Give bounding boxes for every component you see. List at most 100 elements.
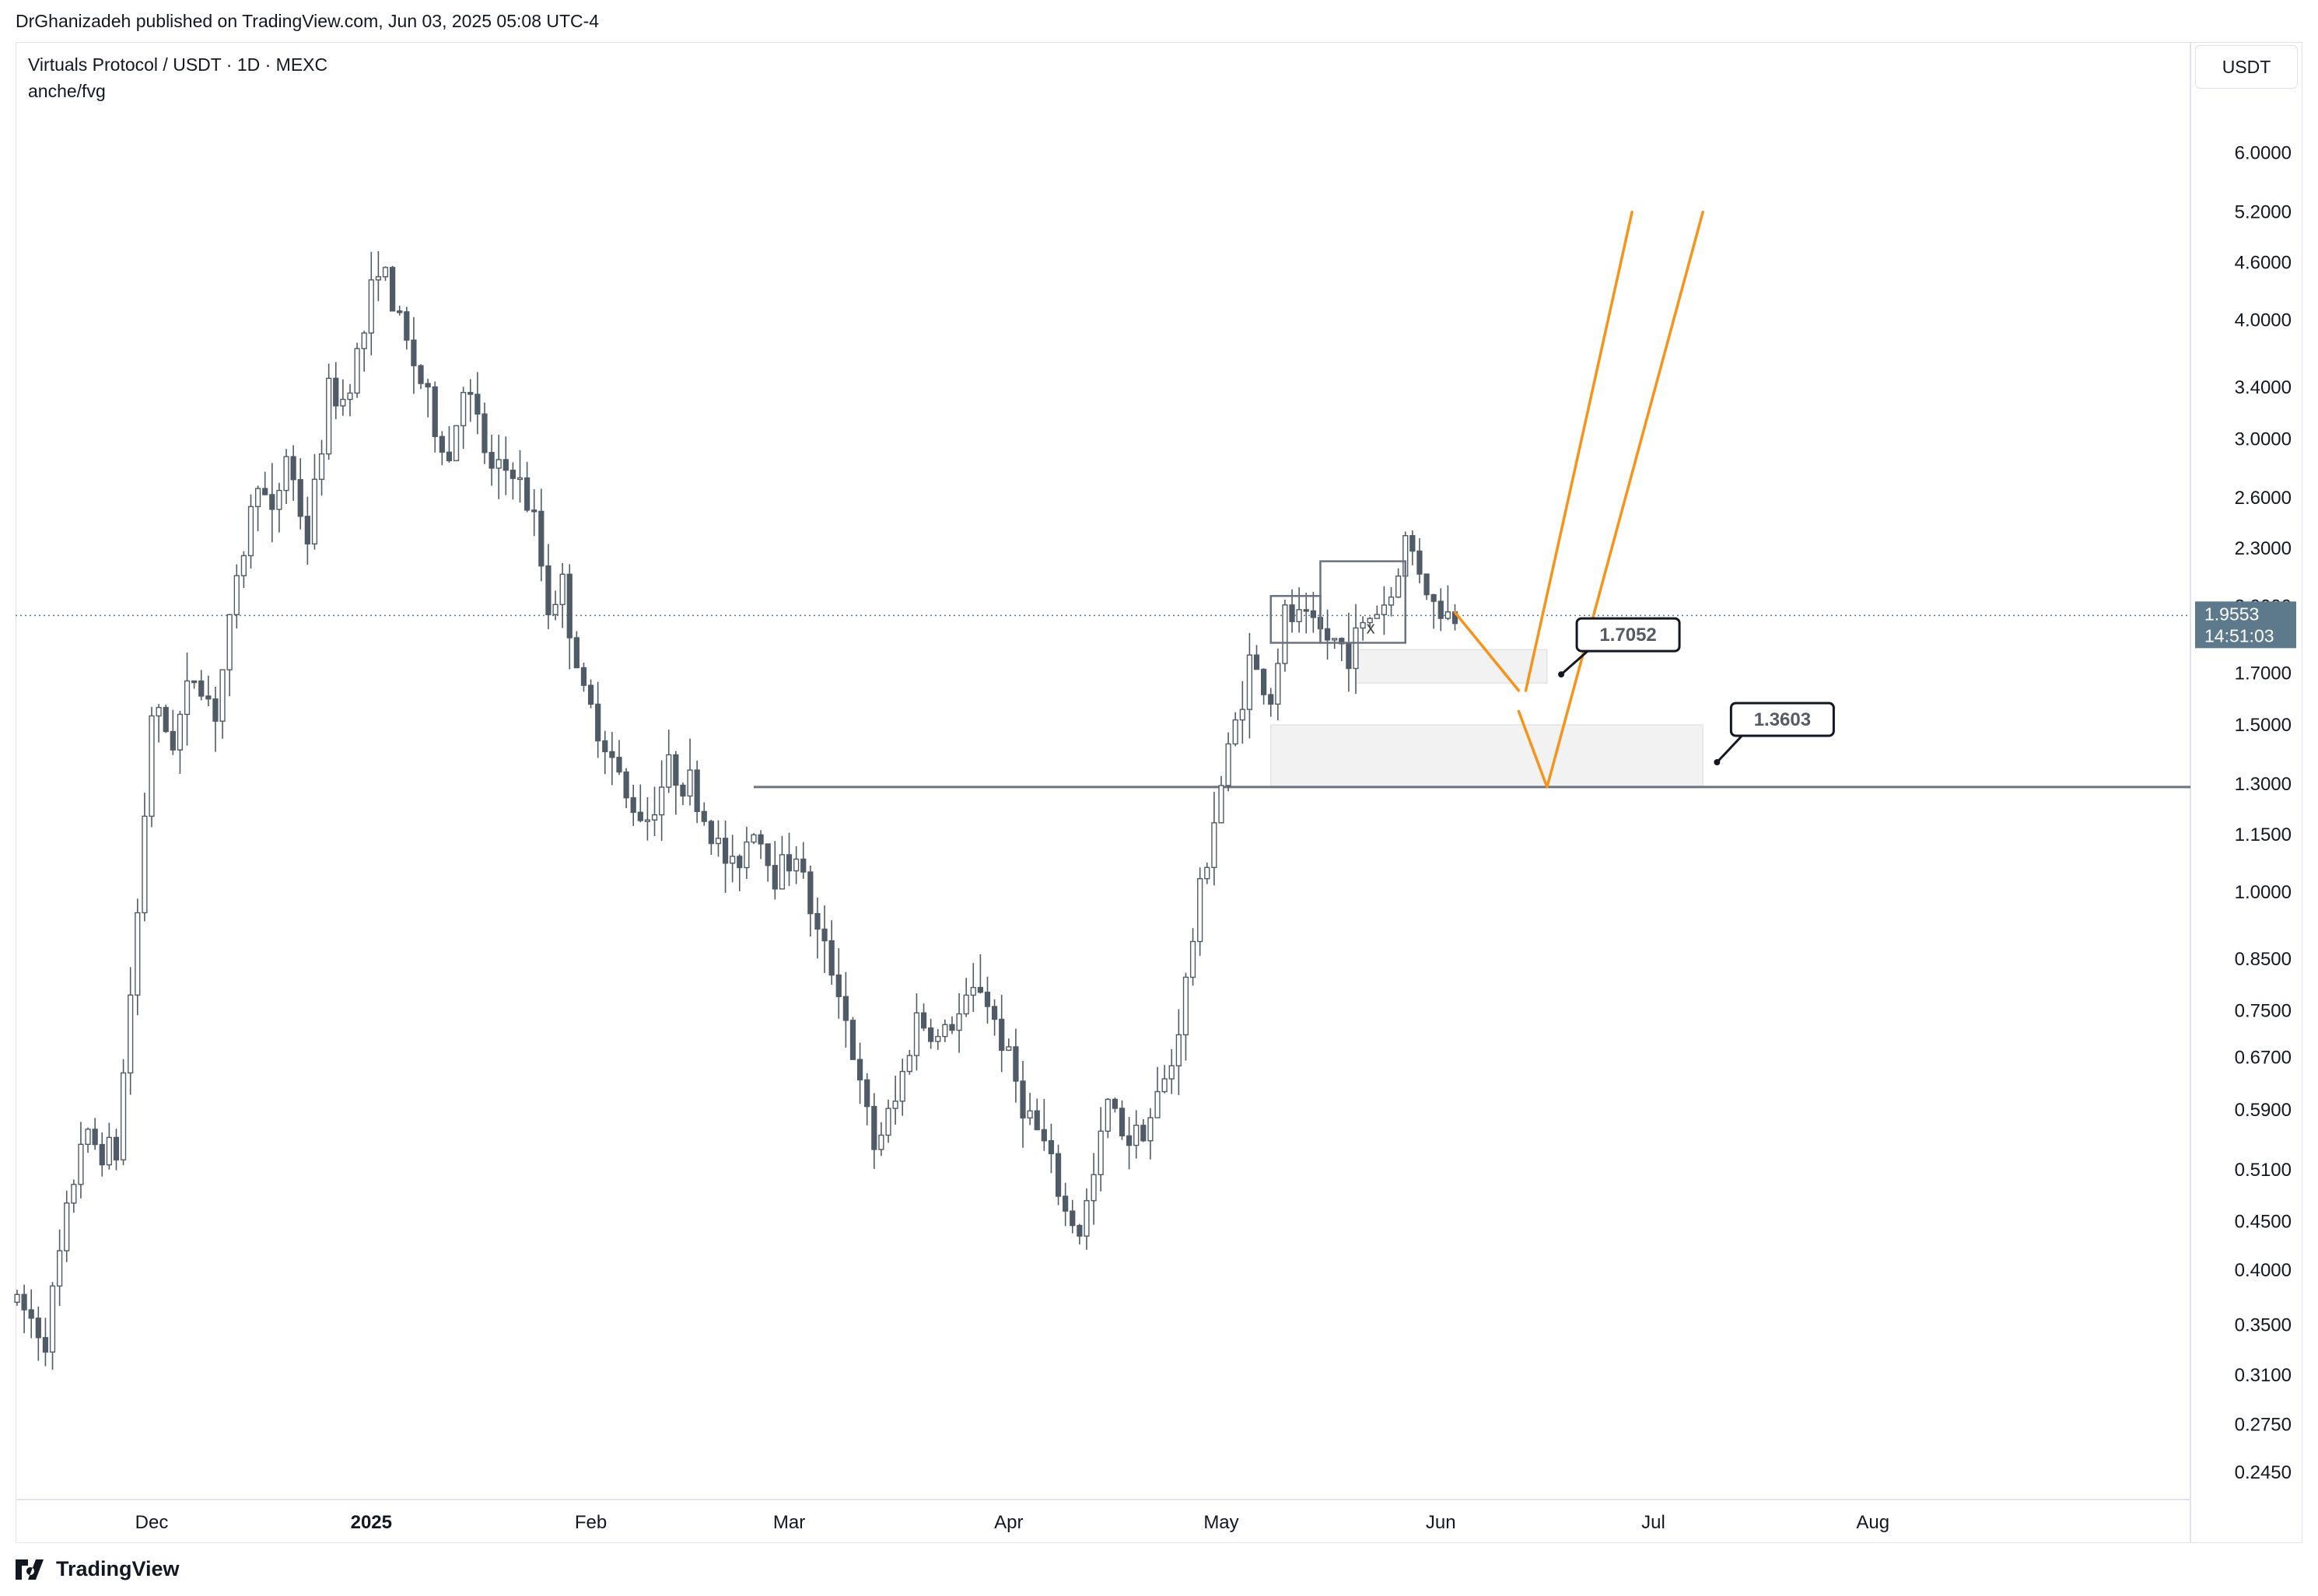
candle-body (920, 1012, 927, 1029)
candle-body (1063, 1195, 1069, 1212)
candle-body (659, 786, 665, 816)
candle-body (418, 365, 424, 384)
y-tick-label: 3.0000 (2235, 429, 2292, 450)
candle (333, 362, 339, 419)
y-tick-label: 0.4500 (2235, 1211, 2292, 1232)
candle-body (432, 386, 438, 437)
candle (928, 1018, 934, 1049)
candle (1091, 1153, 1097, 1225)
candle-body (1324, 628, 1331, 641)
candle-body (913, 1012, 920, 1056)
candle (233, 564, 240, 629)
candle (566, 564, 572, 670)
candle (906, 1049, 912, 1075)
candle (779, 835, 786, 890)
candle-body (57, 1250, 63, 1287)
candle-body (99, 1143, 105, 1166)
y-tick-label: 0.5900 (2235, 1100, 2292, 1121)
candle-body (1253, 654, 1260, 670)
candle-body (49, 1285, 56, 1353)
candle-body (1374, 614, 1380, 619)
y-tick-label: 4.0000 (2235, 310, 2292, 331)
candle (212, 686, 219, 752)
candle-body (892, 1101, 898, 1109)
candle-body (821, 928, 828, 942)
candle-body (864, 1079, 870, 1108)
candle-body (856, 1059, 863, 1081)
candle-body (1013, 1046, 1019, 1082)
candle-body (1416, 550, 1423, 575)
candle (128, 967, 134, 1095)
callout-2: 1.3603 (1714, 702, 1835, 765)
callout-2-pointer (1716, 734, 1743, 764)
candle (1388, 586, 1395, 617)
tradingview-logo[interactable]: TradingView (16, 1557, 180, 1581)
candle-body (814, 912, 821, 930)
candle-body (290, 456, 296, 481)
candle-body (1225, 743, 1231, 786)
candle-body (509, 469, 516, 479)
candle-body (559, 573, 565, 605)
candle-body (170, 730, 176, 751)
candle-body (460, 391, 467, 427)
price-axis-ticks: 6.0000 5.2000 4.6000 4.0000 3.4000 3.0000 2.60… (2235, 143, 2292, 1483)
candle-body (1105, 1098, 1111, 1132)
candle (509, 462, 516, 500)
candle (205, 675, 212, 707)
candle (828, 920, 835, 985)
candle-body (1168, 1065, 1175, 1080)
candle (1077, 1223, 1083, 1245)
candle-body (128, 994, 134, 1074)
symbol-title: Virtuals Protocol / USDT · 1D · MEXC (28, 54, 328, 75)
candle-body (191, 680, 198, 684)
candle (885, 1099, 891, 1143)
candle-body (1091, 1174, 1097, 1202)
y-tick-label: 0.7500 (2235, 1001, 2292, 1022)
candle (382, 266, 389, 282)
candle (587, 679, 594, 709)
candle (920, 1003, 927, 1031)
candle (21, 1284, 27, 1334)
candle-body (318, 453, 325, 480)
candle (64, 1190, 70, 1262)
candle (595, 681, 601, 758)
candle-body (694, 769, 700, 813)
currency-button[interactable]: USDT (2195, 45, 2298, 89)
callout-1-pointer (1560, 649, 1589, 676)
candle-body (516, 477, 523, 481)
candle (637, 784, 643, 823)
candle (1239, 681, 1245, 744)
candle-body (772, 865, 778, 890)
y-tick-label: 0.2750 (2235, 1415, 2292, 1436)
candle-body (240, 555, 247, 576)
candle (1430, 593, 1437, 629)
candle (411, 317, 417, 394)
candle (1303, 593, 1309, 634)
candle-body (233, 575, 240, 615)
y-tick-label: 0.5100 (2235, 1160, 2292, 1181)
candle-body (502, 459, 509, 471)
candle-body (587, 684, 594, 705)
candle-body (949, 1024, 955, 1031)
x-tick-label: Mar (773, 1512, 805, 1533)
candle-body (361, 332, 367, 349)
candle-body (297, 478, 303, 517)
candle (488, 434, 495, 486)
candle (984, 976, 991, 1024)
candle-body (1409, 535, 1416, 552)
candle (1367, 617, 1373, 628)
candle (531, 489, 537, 537)
candle (1339, 637, 1345, 662)
candle (481, 402, 488, 464)
candle-body (1275, 663, 1281, 705)
candle (913, 993, 920, 1071)
candle-body (885, 1108, 891, 1136)
chart-pane[interactable] (16, 42, 2302, 1543)
projection-segment (1524, 210, 1633, 692)
candle-body (85, 1129, 91, 1145)
candle (354, 342, 360, 398)
candle (1084, 1188, 1090, 1250)
candle-body (1133, 1125, 1140, 1146)
candle-body (1182, 976, 1189, 1036)
